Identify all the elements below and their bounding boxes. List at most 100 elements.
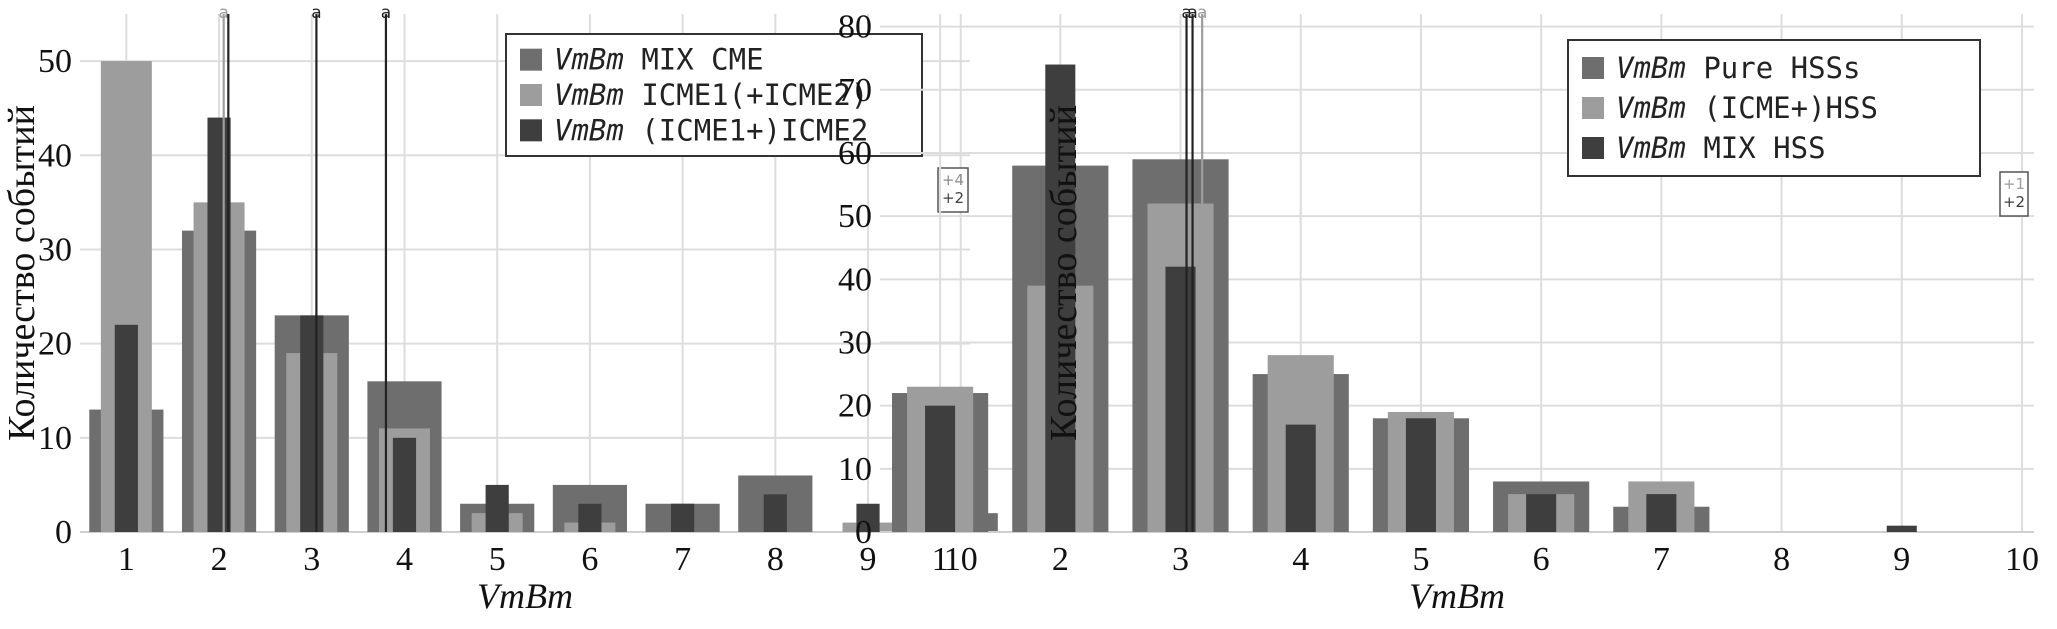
- bar: [485, 484, 509, 532]
- legend-label-text: MIX HSS: [1703, 131, 1825, 165]
- legend-label-italic: VmBm: [1616, 91, 1703, 125]
- legend-swatch: [520, 48, 542, 71]
- y-tick-label: 20: [838, 388, 872, 425]
- x-axis-label: VmBm: [1409, 576, 1505, 616]
- legend-swatch: [1582, 57, 1604, 79]
- legend-swatch: [520, 119, 542, 142]
- y-tick-label: 50: [38, 43, 72, 80]
- legend-label-italic: VmBm: [554, 78, 641, 112]
- legend-box: [505, 33, 923, 157]
- y-tick-label: 10: [38, 420, 72, 457]
- bar: [114, 324, 138, 532]
- x-tick-label: 6: [1533, 541, 1550, 578]
- y-tick-label: 0: [855, 514, 872, 551]
- legend-label: VmBm ICME1(+ICME2): [554, 78, 868, 112]
- legend-label: VmBm (ICME1+)ICME2: [554, 113, 868, 147]
- y-tick-label: 10: [838, 451, 872, 488]
- y-tick-label: 80: [838, 9, 872, 46]
- overflow-note-box: [1999, 171, 2029, 217]
- x-tick-label: 6: [581, 541, 598, 578]
- series-2: [925, 64, 1917, 532]
- y-tick-label: 40: [838, 261, 872, 298]
- series-2: [114, 117, 973, 532]
- y-tick-label: 30: [38, 231, 72, 268]
- y-tick-label: 70: [838, 72, 872, 109]
- overflow-note-text: +2: [2003, 193, 2025, 211]
- bar: [1405, 418, 1436, 532]
- overflow-note-text: +4: [942, 171, 964, 189]
- overflow-note-text: +1: [2003, 175, 2025, 193]
- y-tick-label: 30: [838, 324, 872, 361]
- legend-label: VmBm MIX CME: [554, 43, 764, 77]
- x-tick-label: 3: [303, 541, 320, 578]
- y-tick-label: 0: [55, 514, 72, 551]
- y-tick-label: 60: [838, 135, 872, 172]
- legend-box: [1567, 39, 1981, 177]
- bar: [300, 315, 324, 532]
- x-tick-label: 9: [1893, 541, 1910, 578]
- bar: [1165, 266, 1196, 532]
- mean-label: a: [1187, 3, 1197, 23]
- mean-label: a: [381, 3, 391, 23]
- x-tick-label: 1: [118, 541, 135, 578]
- bar: [1045, 64, 1076, 532]
- legend-label: VmBm MIX HSS: [1616, 131, 1826, 165]
- bar: [763, 494, 787, 532]
- legend-label-text: (ICME1+)ICME2: [641, 113, 868, 147]
- chart-left: a a a1 2 3 4 5 6 7 8 9 1001020304050VmBmКоличество …: [1, 3, 998, 616]
- x-tick-label: 8: [767, 541, 784, 578]
- x-tick-label: 3: [1172, 541, 1189, 578]
- x-tick-label: 2: [1052, 541, 1069, 578]
- overflow-note-text: +2: [942, 189, 964, 207]
- x-tick-label: 7: [1653, 541, 1670, 578]
- mean-label: a: [1197, 3, 1207, 23]
- legend-swatch: [1582, 97, 1604, 119]
- legend-label-italic: VmBm: [554, 43, 641, 77]
- legend-label-text: MIX CME: [641, 43, 763, 77]
- x-tick-label: 8: [1773, 541, 1790, 578]
- legend-swatch: [1582, 137, 1604, 159]
- bar: [578, 503, 602, 532]
- legend-label-text: Pure HSSs: [1703, 51, 1860, 85]
- bar: [925, 405, 956, 532]
- y-axis-label: Количество событий: [1043, 105, 1085, 441]
- overflow-note: +1+2: [1999, 171, 2029, 217]
- bar: [1886, 525, 1917, 532]
- chart-right: aa a 1 2 3 4 5 6 7 8 9 10 0 10 20 30 40 50 60 70 80 VmBm Колич…: [838, 3, 2039, 616]
- legend-label: VmBm (ICME+)HSS: [1616, 91, 1878, 125]
- bar: [1526, 494, 1557, 532]
- x-tick-label: 1: [932, 541, 949, 578]
- y-tick-label: 40: [38, 137, 72, 174]
- overflow-note: +4+2: [937, 167, 969, 213]
- y-tick-label: 20: [38, 326, 72, 363]
- x-tick-label: 7: [674, 541, 691, 578]
- legend-label-italic: VmBm: [1616, 131, 1703, 165]
- legend-label-text: (ICME+)HSS: [1703, 91, 1878, 125]
- bar: [1285, 424, 1316, 532]
- mean-label: a: [311, 3, 321, 23]
- x-tick-label: 4: [1292, 541, 1309, 578]
- x-axis-label: VmBm: [477, 576, 573, 616]
- x-tick-label: 10: [944, 541, 978, 578]
- x-tick-label: 9: [860, 541, 877, 578]
- mean-label: a: [218, 3, 228, 23]
- bar: [392, 437, 417, 532]
- bar: [207, 117, 231, 532]
- x-tick-label: 4: [396, 541, 413, 578]
- bar: [856, 503, 880, 532]
- legend-label-italic: VmBm: [1616, 51, 1703, 85]
- y-tick-label: 50: [838, 198, 872, 235]
- y-axis-label: Количество событий: [1, 105, 43, 441]
- x-tick-label: 5: [1412, 541, 1429, 578]
- x-tick-label: 10: [2005, 541, 2039, 578]
- bar: [671, 503, 695, 532]
- x-tick-label: 2: [211, 541, 228, 578]
- mean-label: a: [1181, 3, 1191, 23]
- x-tick-label: 5: [489, 541, 506, 578]
- overflow-note-box: [937, 167, 969, 213]
- legend-label-text: ICME1(+ICME2): [641, 78, 868, 112]
- bar: [1646, 494, 1677, 532]
- legend-label-italic: VmBm: [554, 113, 641, 147]
